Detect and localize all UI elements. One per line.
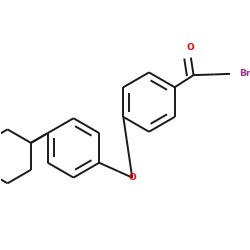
Text: O: O [187,43,195,52]
Text: Br: Br [240,69,250,78]
Text: O: O [128,173,136,182]
